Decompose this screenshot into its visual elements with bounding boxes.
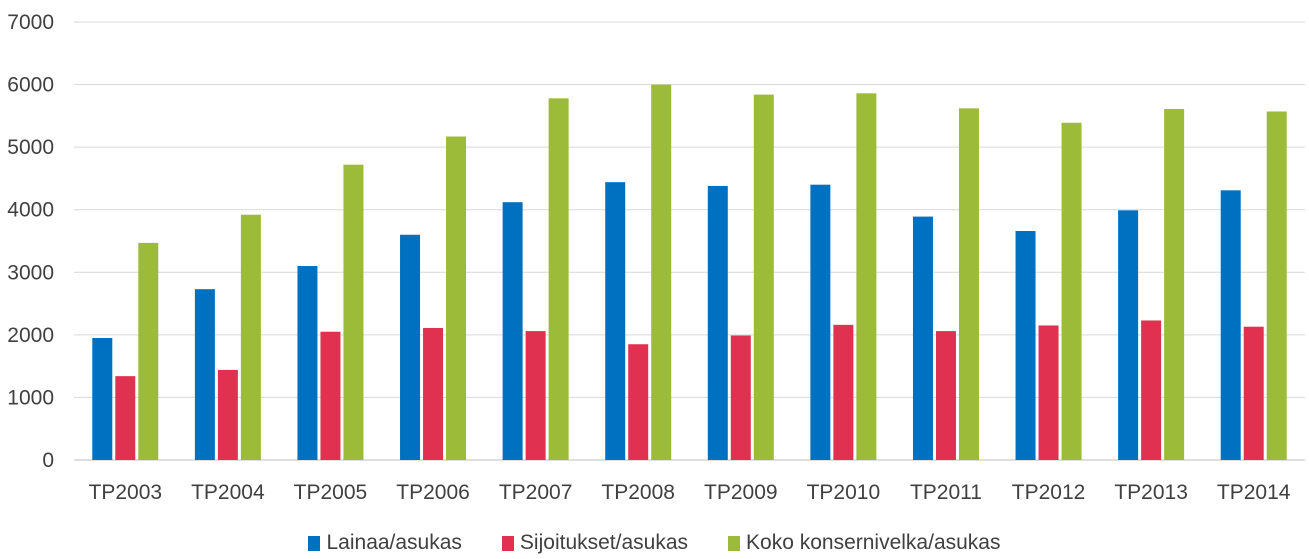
bar-konsernivelka (343, 164, 364, 461)
bar-lainaa (1015, 230, 1036, 460)
y-tick-label: 6000 (7, 74, 54, 97)
bar-sijoitukset (935, 331, 956, 460)
bar-konsernivelka (548, 98, 569, 460)
x-tick-label: TP2014 (1217, 481, 1291, 504)
legend-label: Koko konsernivelka/asukas (746, 531, 1001, 554)
bar-lainaa (1118, 210, 1139, 460)
x-tick-label: TP2010 (807, 481, 881, 504)
bar-lainaa (297, 266, 318, 460)
x-tick-label: TP2013 (1114, 481, 1188, 504)
bar-lainaa (707, 185, 728, 461)
x-tick-label: TP2003 (89, 481, 163, 504)
bar-sijoitukset (217, 369, 238, 460)
legend: Lainaa/asukas Sijoitukset/asukas Koko kons… (0, 528, 1309, 558)
bar-konsernivelka (651, 84, 672, 461)
legend-item: Sijoitukset/asukas (501, 531, 689, 555)
y-tick-label: 1000 (7, 386, 54, 409)
y-tick-label: 4000 (7, 199, 54, 222)
bar-lainaa (810, 184, 831, 460)
y-tick-label: 7000 (7, 11, 54, 34)
bar-konsernivelka (240, 214, 261, 460)
bar-sijoitukset (628, 344, 649, 460)
bar-sijoitukset (1038, 325, 1059, 460)
bar-sijoitukset (1243, 326, 1264, 460)
bar-sijoitukset (115, 376, 136, 460)
bar-konsernivelka (1061, 122, 1082, 461)
bar-sijoitukset (525, 331, 546, 460)
x-tick-label: TP2011 (910, 481, 982, 504)
legend-label: Sijoitukset/asukas (519, 531, 689, 554)
x-tick-label: TP2007 (499, 481, 573, 504)
bar-konsernivelka (753, 94, 774, 460)
bars (92, 84, 1287, 461)
bar-sijoitukset (320, 331, 341, 460)
bar-lainaa (400, 234, 421, 460)
bar-sijoitukset (423, 327, 444, 460)
legend-swatch (728, 535, 741, 551)
legend-item: Lainaa/asukas (308, 531, 462, 555)
bar-konsernivelka (856, 93, 877, 461)
bar-lainaa (605, 182, 626, 460)
bar-konsernivelka (958, 108, 979, 460)
bar-lainaa (1220, 190, 1241, 460)
bar-sijoitukset (1141, 320, 1162, 460)
bar-konsernivelka (1266, 111, 1287, 460)
bar-konsernivelka (138, 242, 159, 460)
legend-item: Koko konsernivelka/asukas (728, 531, 1001, 555)
bar-sijoitukset (730, 335, 751, 460)
bar-konsernivelka (1164, 108, 1185, 460)
y-tick-label: 5000 (7, 136, 54, 159)
bar-sijoitukset (833, 324, 854, 460)
x-tick-label: TP2008 (601, 481, 675, 504)
y-tick-label: 2000 (7, 324, 54, 347)
legend-swatch (501, 535, 514, 551)
bar-lainaa (912, 216, 933, 460)
x-tick-label: TP2009 (704, 481, 778, 504)
y-tick-label: 0 (42, 449, 54, 472)
gridlines (74, 21, 1305, 461)
y-axis: 0 1000 2000 3000 4000 5000 6000 7000 (7, 11, 54, 472)
bar-lainaa (92, 337, 113, 460)
x-tick-label: TP2012 (1012, 481, 1086, 504)
x-axis: TP2003 TP2004 TP2005 TP2006 TP2007 TP2008 TP20… (89, 481, 1291, 504)
legend-label: Lainaa/asukas (326, 531, 462, 554)
x-tick-label: TP2006 (396, 481, 470, 504)
x-tick-label: TP2004 (191, 481, 265, 504)
legend-swatch (308, 535, 321, 551)
x-tick-label: TP2005 (294, 481, 368, 504)
bar-lainaa (502, 202, 523, 460)
bar-konsernivelka (446, 136, 467, 460)
y-tick-label: 3000 (7, 261, 54, 284)
bar-lainaa (194, 289, 215, 460)
